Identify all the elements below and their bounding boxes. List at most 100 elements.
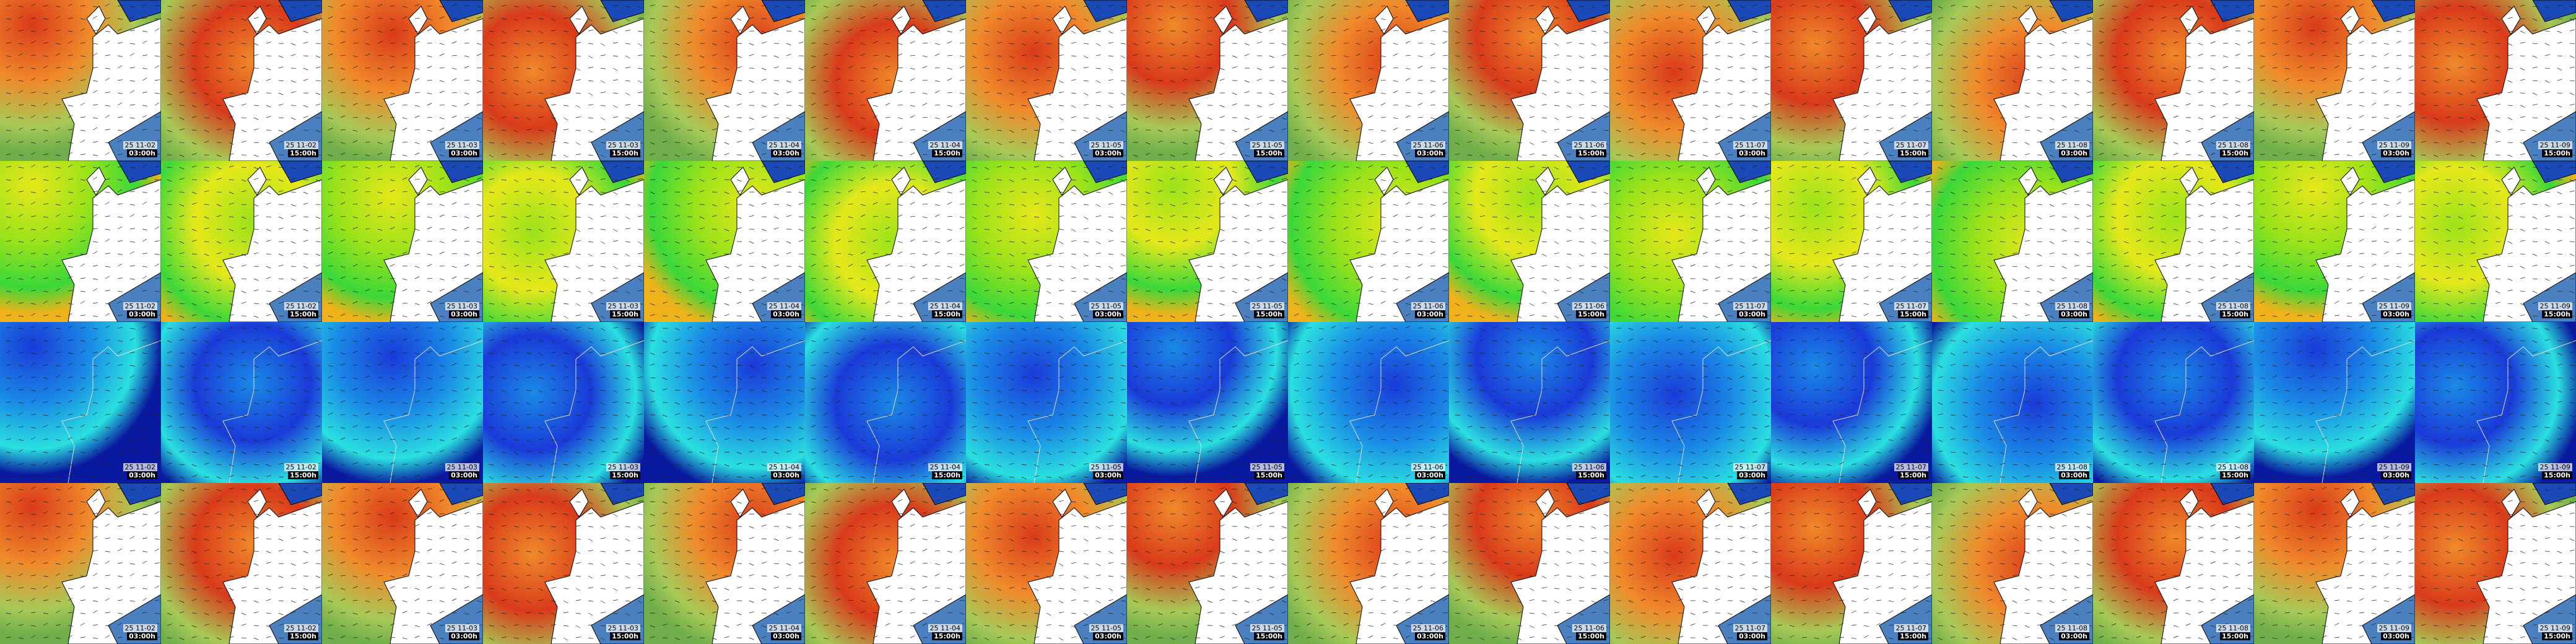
wind-arrow	[1492, 116, 1497, 118]
land	[1188, 179, 1288, 322]
wind-arrow	[972, 264, 977, 267]
wind-arrow	[885, 103, 890, 106]
wind-arrow	[105, 54, 110, 56]
wind-arrow	[1727, 189, 1733, 193]
wind-arrow	[290, 215, 296, 217]
wind-arrow	[1715, 41, 1720, 44]
wind-arrow	[575, 303, 581, 307]
wind-arrow	[18, 288, 24, 292]
wind-arrow	[1516, 154, 1522, 157]
wind-arrow	[228, 79, 234, 81]
wind-arrow	[947, 41, 952, 44]
wind-arrow	[1009, 227, 1014, 230]
wind-arrow	[650, 240, 655, 242]
wind-arrow	[1504, 302, 1510, 304]
wind-arrow	[1355, 289, 1361, 292]
wind-arrow	[1492, 153, 1497, 155]
wind-arrow	[1752, 78, 1757, 81]
wind-arrow	[1566, 79, 1572, 81]
wind-arrow	[191, 41, 197, 44]
wind-arrow	[1516, 43, 1522, 46]
wind-arrow	[848, 216, 853, 219]
wind-arrow	[1851, 80, 1856, 82]
wind-arrow	[1690, 55, 1695, 58]
wind-arrow	[1616, 18, 1621, 21]
wind-arrow	[1566, 67, 1572, 71]
wind-arrow	[328, 128, 333, 131]
wind-arrow	[2569, 129, 2575, 133]
wind-arrow	[1058, 303, 1064, 305]
wind-arrow	[1999, 55, 2005, 58]
wind-arrow	[860, 154, 866, 157]
wind-arrow	[55, 214, 61, 217]
wind-arrow	[1653, 216, 1658, 219]
wind-arrow	[55, 80, 61, 82]
wind-arrow	[18, 228, 24, 230]
wind-arrow	[1603, 92, 1609, 94]
wind-arrow	[1479, 252, 1485, 255]
wind-arrow	[1863, 115, 1869, 118]
wind-arrow	[377, 239, 383, 242]
wind-arrow	[1046, 179, 1051, 183]
wind-arrow	[1851, 117, 1856, 120]
wind-arrow	[1975, 154, 1980, 157]
wind-arrow	[575, 240, 581, 242]
wind-arrow	[129, 6, 135, 7]
wind-arrow	[2470, 43, 2476, 46]
wind-arrow	[922, 240, 928, 242]
wind-arrow	[1455, 4, 1460, 7]
wind-arrow	[414, 239, 420, 242]
wind-arrow	[352, 154, 359, 155]
wind-arrow	[1640, 202, 1646, 205]
wind-arrow	[389, 140, 395, 143]
wind-arrow	[823, 80, 829, 82]
wind-arrow	[278, 290, 284, 294]
wind-arrow	[662, 141, 668, 143]
wind-arrow	[550, 55, 556, 59]
wind-arrow	[2037, 92, 2042, 95]
wind-arrow	[1727, 227, 1733, 230]
wind-arrow	[328, 43, 333, 45]
wind-arrow	[2433, 91, 2439, 94]
wind-arrow	[1677, 303, 1683, 306]
wind-arrow	[1058, 289, 1064, 292]
wind-arrow	[650, 277, 655, 279]
wind-arrow	[1467, 80, 1473, 82]
wind-arrow	[612, 30, 618, 34]
wind-arrow	[2346, 15, 2352, 19]
wind-arrow	[1219, 314, 1225, 316]
wind-arrow	[811, 116, 817, 118]
wind-arrow	[835, 253, 842, 255]
wind-arrow	[1715, 30, 1720, 33]
wind-arrow	[2309, 90, 2315, 94]
wind-arrow	[30, 178, 36, 180]
wind-arrow	[92, 191, 98, 193]
wind-arrow	[1640, 78, 1646, 81]
wind-arrow	[538, 166, 544, 168]
wind-arrow	[538, 142, 544, 146]
wind-arrow	[1863, 92, 1869, 94]
wind-arrow	[179, 117, 185, 120]
wind-arrow	[600, 30, 606, 32]
wind-arrow	[1752, 67, 1757, 71]
wind-arrow	[2297, 28, 2302, 32]
wind-arrow	[2433, 54, 2439, 56]
wind-arrow	[1380, 116, 1386, 118]
wind-arrow	[2470, 6, 2476, 9]
wind-arrow	[1492, 79, 1497, 81]
wind-arrow	[43, 226, 48, 230]
wind-arrow	[1219, 240, 1225, 242]
wind-arrow	[1554, 67, 1559, 69]
wind-arrow	[835, 67, 841, 70]
wind-arrow	[1479, 105, 1485, 107]
wind-arrow	[1393, 289, 1398, 292]
wind-arrow	[241, 141, 246, 143]
wind-arrow	[55, 127, 61, 131]
wind-arrow	[910, 165, 915, 168]
wind-arrow	[352, 227, 358, 230]
wind-arrow	[1182, 41, 1188, 44]
wind-arrow	[897, 167, 903, 169]
wind-arrow	[1380, 240, 1386, 242]
wind-arrow	[2210, 67, 2216, 70]
wind-arrow	[2334, 102, 2339, 106]
